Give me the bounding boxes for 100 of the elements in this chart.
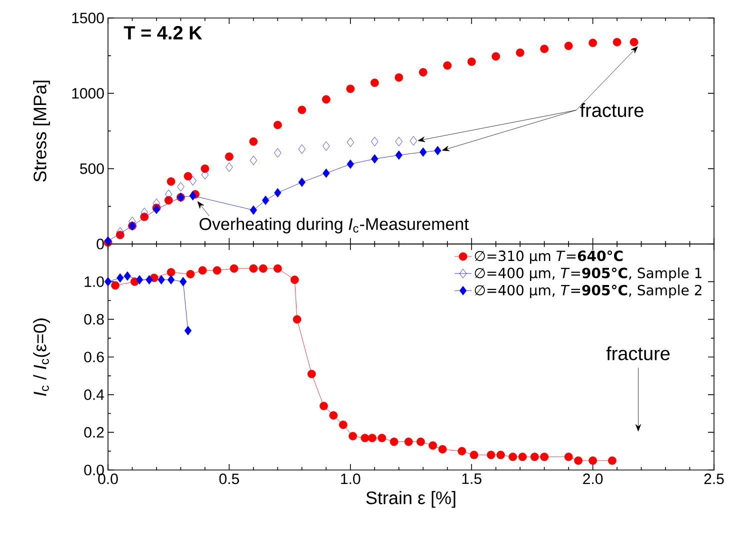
point [630,38,638,46]
point [116,273,124,283]
point [124,271,131,281]
legend-label: ∅=310 µm T=640°C [474,250,623,264]
point [249,137,258,146]
point [184,172,192,180]
point [467,57,476,66]
x-tick-label: 0.0 [98,474,118,484]
point [116,227,124,237]
point [418,68,428,76]
point [111,281,120,290]
point [564,452,573,462]
point [530,452,539,462]
point [395,136,402,146]
point [420,147,427,157]
point [158,275,165,284]
point [273,120,282,130]
point [189,191,196,200]
point [608,456,616,465]
y-tick-label: 0.8 [84,314,104,325]
point [360,434,370,442]
point [140,208,148,218]
annotation: Overheating during I$_{c}$-Measurement [200,218,469,234]
point [329,411,338,420]
point [438,445,447,454]
x-axis-title: Strain ε [%] [366,491,456,508]
point [230,264,238,273]
y-tick-label: 0.2 [84,427,104,438]
point [258,264,268,273]
point [146,275,153,284]
annotation: T = 4.2 K [124,26,202,40]
point [496,450,505,460]
point [574,456,582,465]
point [588,38,598,48]
point [371,154,378,164]
point [322,95,330,104]
point [322,141,330,151]
point [250,156,258,166]
point [508,452,518,462]
point [273,264,282,273]
x-tick-label: 1.0 [341,474,360,484]
point [104,276,112,286]
point [186,270,195,278]
point [394,73,404,82]
point [136,275,144,284]
point [166,177,176,186]
x-tick-label: 2.5 [704,474,724,484]
y-tick-label: 1.0 [84,276,104,287]
point [226,162,233,172]
point [167,275,175,284]
point [189,176,196,186]
point [428,441,438,450]
point [540,452,549,462]
point [368,434,376,442]
point [262,196,270,206]
point [443,61,452,70]
point [395,150,402,160]
point [298,144,306,154]
y-tick-label: 0 [96,238,104,250]
point [274,188,282,198]
x-tick-label: 1.5 [462,474,482,484]
point [298,106,306,114]
point [201,170,209,180]
point [274,148,282,158]
point [290,276,299,284]
point [588,456,598,465]
y-tick-label: 1500 [72,12,104,24]
point [250,205,258,215]
point [518,452,527,462]
point [390,438,398,446]
point [298,178,306,187]
legend-label: ∅=400 µm, T=905°C, Sample 1 [474,267,702,281]
point [346,138,354,147]
point [410,136,417,146]
point [307,370,316,378]
point [338,420,348,429]
point [166,268,176,276]
point [516,48,524,57]
point [198,266,207,275]
point [322,168,330,178]
point [212,266,222,275]
point [177,182,184,192]
point [404,438,413,446]
point [165,190,172,199]
point [320,402,328,410]
point [184,326,192,336]
point [164,196,173,205]
x-tick-label: 2.0 [583,474,603,484]
y-tick-label: 0.4 [84,389,104,400]
point [612,38,622,46]
y-axis-title: Stress [MPa] [33,80,50,182]
point [492,52,500,61]
point [225,152,234,161]
point [371,136,378,146]
legend-label: ∅=400 µm, T=905°C, Sample 2 [474,284,702,298]
point [378,434,386,442]
annotation: fracture [606,346,670,360]
point [434,146,442,156]
point [470,450,478,460]
point [370,78,379,87]
